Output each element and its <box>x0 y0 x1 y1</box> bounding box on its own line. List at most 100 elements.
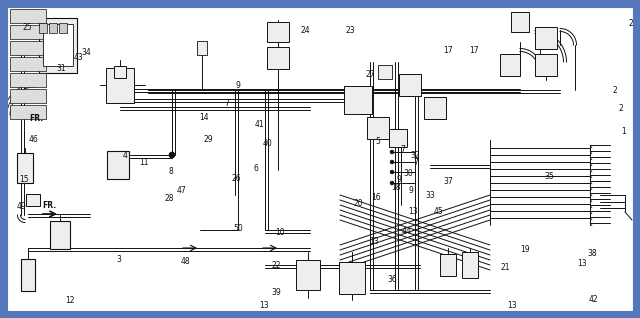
Text: 41: 41 <box>254 120 264 129</box>
Text: 38: 38 <box>587 249 597 258</box>
Bar <box>367 117 389 139</box>
Text: 22: 22 <box>272 261 281 270</box>
Bar <box>10 25 46 39</box>
Text: 10: 10 <box>275 228 285 237</box>
Text: 13: 13 <box>507 301 517 310</box>
Text: 42: 42 <box>589 295 599 304</box>
Text: 24: 24 <box>300 26 310 35</box>
Bar <box>344 86 372 114</box>
Text: 2: 2 <box>612 86 617 95</box>
Text: 21: 21 <box>501 263 510 272</box>
Text: 17: 17 <box>468 46 479 55</box>
Bar <box>39 23 47 33</box>
Bar <box>107 151 129 179</box>
Text: 9: 9 <box>408 186 413 195</box>
Text: 45: 45 <box>433 207 444 216</box>
Circle shape <box>390 181 394 185</box>
Text: 4: 4 <box>122 151 127 160</box>
Text: 37: 37 <box>443 177 453 186</box>
Text: 29: 29 <box>203 135 213 144</box>
Circle shape <box>390 170 394 174</box>
Bar <box>339 262 365 294</box>
Text: 43: 43 <box>73 53 83 62</box>
Bar <box>59 23 67 33</box>
Bar <box>500 54 520 76</box>
Bar <box>10 73 46 87</box>
Text: 7: 7 <box>225 99 230 108</box>
Bar <box>378 65 392 79</box>
Text: 26: 26 <box>232 174 242 183</box>
Bar <box>21 259 35 291</box>
Text: 39: 39 <box>271 288 282 297</box>
Text: 16: 16 <box>371 193 381 202</box>
Text: 5: 5 <box>375 137 380 146</box>
Text: 33: 33 <box>425 191 435 200</box>
Bar <box>462 252 478 278</box>
Text: FR.: FR. <box>29 114 44 123</box>
Bar <box>43 24 73 66</box>
Bar <box>399 74 421 96</box>
Text: 28: 28 <box>165 194 174 203</box>
Circle shape <box>390 150 394 154</box>
Text: 27: 27 <box>365 70 375 79</box>
Text: 34: 34 <box>81 48 92 57</box>
Bar <box>10 105 46 119</box>
Text: 2: 2 <box>618 104 623 113</box>
Bar <box>26 194 40 206</box>
Text: 18: 18 <box>391 183 400 192</box>
Text: 31: 31 <box>56 64 66 73</box>
Text: 13: 13 <box>369 237 380 246</box>
Text: 36: 36 <box>387 275 397 284</box>
Bar <box>50 221 70 249</box>
Bar <box>511 12 529 32</box>
Bar <box>535 54 557 76</box>
Text: FR.: FR. <box>42 201 56 210</box>
Bar <box>535 27 557 49</box>
Text: 40: 40 <box>262 139 273 148</box>
Text: 44: 44 <box>401 227 412 236</box>
Text: 20: 20 <box>353 199 364 208</box>
Circle shape <box>390 160 394 164</box>
Bar <box>197 41 207 55</box>
Bar <box>10 89 46 103</box>
Text: 23: 23 <box>346 26 356 35</box>
Text: 7: 7 <box>413 158 419 167</box>
Text: 9: 9 <box>396 175 401 184</box>
Text: 47: 47 <box>176 186 186 195</box>
Text: 3: 3 <box>116 255 121 264</box>
Text: 13: 13 <box>259 301 269 310</box>
Text: 35: 35 <box>544 172 554 181</box>
Text: 19: 19 <box>520 245 530 254</box>
Bar <box>424 97 446 119</box>
Bar <box>389 129 407 147</box>
Bar <box>17 153 33 183</box>
Text: 2: 2 <box>628 19 633 28</box>
Bar <box>10 57 46 71</box>
Circle shape <box>169 152 175 158</box>
Text: 12: 12 <box>66 296 75 305</box>
Text: 46: 46 <box>28 135 38 144</box>
Text: 48: 48 <box>180 257 191 266</box>
Bar <box>49 23 57 33</box>
Bar <box>267 22 289 42</box>
Text: 30: 30 <box>403 169 413 178</box>
Text: 13: 13 <box>408 207 418 216</box>
Text: 7: 7 <box>401 145 406 154</box>
Text: 25: 25 <box>22 23 33 31</box>
Text: 13: 13 <box>577 259 588 268</box>
Text: 50: 50 <box>234 225 244 233</box>
Text: 49: 49 <box>17 202 27 211</box>
Text: 9: 9 <box>236 81 241 90</box>
Bar <box>440 254 456 276</box>
Bar <box>296 260 320 290</box>
Bar <box>10 41 46 55</box>
Bar <box>114 66 126 78</box>
Text: 14: 14 <box>198 113 209 122</box>
Text: 11: 11 <box>140 158 148 167</box>
Bar <box>39 17 77 73</box>
Text: 17: 17 <box>443 46 453 55</box>
Text: 32: 32 <box>410 151 420 160</box>
Bar <box>106 67 134 102</box>
Bar <box>10 9 46 23</box>
Text: 8: 8 <box>168 167 173 176</box>
